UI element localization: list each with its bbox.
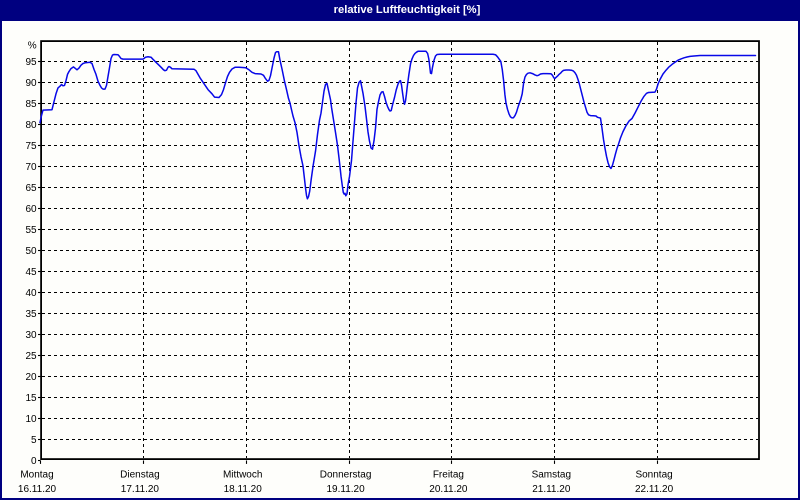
svg-text:Mittwoch: Mittwoch <box>223 469 262 480</box>
svg-text:Sonntag: Sonntag <box>635 469 672 480</box>
svg-text:0: 0 <box>31 456 37 467</box>
svg-text:50: 50 <box>25 246 37 257</box>
svg-text:16.11.20: 16.11.20 <box>18 484 57 495</box>
svg-text:relative Luftfeuchtigkeit [%]: relative Luftfeuchtigkeit [%] <box>334 4 481 16</box>
svg-text:10: 10 <box>25 414 37 425</box>
svg-text:60: 60 <box>25 204 37 215</box>
svg-text:Dienstag: Dienstag <box>120 469 159 480</box>
svg-text:85: 85 <box>25 99 37 110</box>
svg-text:70: 70 <box>25 162 37 173</box>
svg-text:%: % <box>28 40 37 51</box>
svg-text:22.11.20: 22.11.20 <box>635 484 674 495</box>
svg-text:35: 35 <box>25 309 37 320</box>
svg-text:65: 65 <box>25 183 37 194</box>
svg-text:18.11.20: 18.11.20 <box>224 484 263 495</box>
svg-text:30: 30 <box>25 330 37 341</box>
svg-text:Samstag: Samstag <box>532 469 571 480</box>
svg-text:45: 45 <box>25 267 37 278</box>
svg-text:19.11.20: 19.11.20 <box>327 484 366 495</box>
svg-text:Montag: Montag <box>20 469 53 480</box>
svg-text:20.11.20: 20.11.20 <box>429 484 468 495</box>
svg-text:15: 15 <box>25 393 37 404</box>
svg-text:Donnerstag: Donnerstag <box>320 469 372 480</box>
svg-text:75: 75 <box>25 141 37 152</box>
svg-text:90: 90 <box>25 78 37 89</box>
svg-text:25: 25 <box>25 351 37 362</box>
svg-text:55: 55 <box>25 225 37 236</box>
svg-text:95: 95 <box>25 57 37 68</box>
svg-text:40: 40 <box>25 288 37 299</box>
svg-text:21.11.20: 21.11.20 <box>532 484 571 495</box>
svg-text:20: 20 <box>25 372 37 383</box>
svg-text:17.11.20: 17.11.20 <box>121 484 160 495</box>
svg-text:5: 5 <box>31 435 37 446</box>
svg-text:Freitag: Freitag <box>433 469 464 480</box>
svg-text:80: 80 <box>25 120 37 131</box>
